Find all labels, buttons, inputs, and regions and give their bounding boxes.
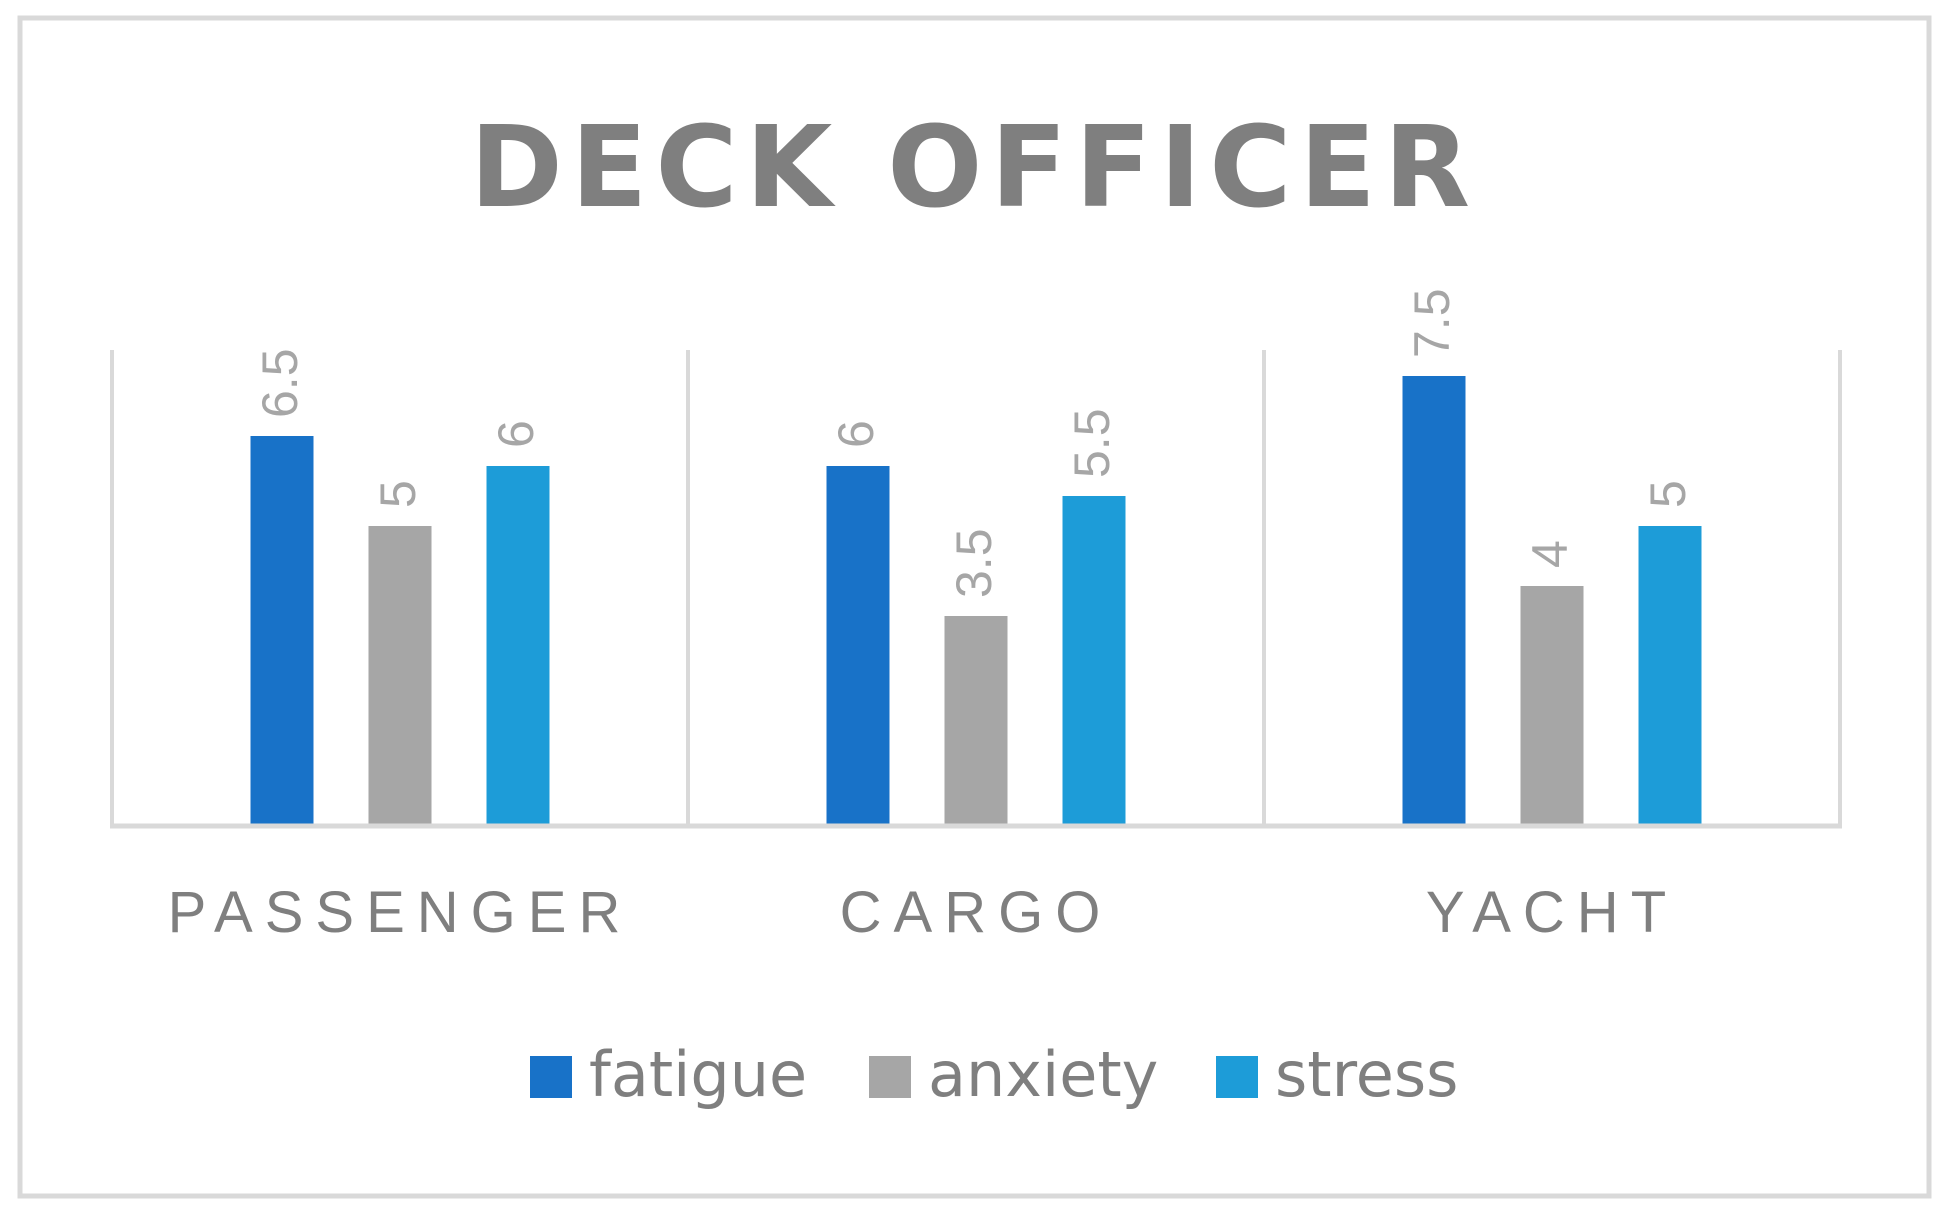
category-label-passenger: PASSENGER	[168, 880, 633, 945]
bar-anxiety-cargo	[944, 616, 1008, 826]
bar-fatigue-yacht	[1402, 376, 1466, 826]
data-label-fatigue-cargo: 6	[828, 420, 884, 448]
category-label-yacht: YACHT	[1426, 880, 1678, 945]
category-label-cargo: CARGO	[840, 880, 1113, 945]
legend: fatigue anxiety stress	[530, 1038, 1459, 1111]
bar-anxiety-yacht	[1520, 586, 1584, 826]
data-label-fatigue-yacht: 7.5	[1404, 288, 1460, 358]
bar-stress-cargo	[1062, 496, 1126, 826]
bar-fatigue-passenger	[250, 436, 314, 826]
chart-title: DECK OFFICER	[470, 103, 1478, 233]
plot-area: 6.5 5 6 PASSENGER 6 3.5 5.5 CARGO 7.5 4 5 YACHT	[110, 288, 1842, 945]
data-label-anxiety-cargo: 3.5	[946, 528, 1002, 598]
legend-swatch-stress	[1216, 1056, 1258, 1098]
bar-stress-yacht	[1638, 526, 1702, 826]
legend-label-stress: stress	[1275, 1038, 1459, 1111]
legend-label-fatigue: fatigue	[589, 1038, 807, 1111]
bar-fatigue-cargo	[826, 466, 890, 826]
data-label-stress-yacht: 5	[1640, 480, 1696, 508]
legend-swatch-anxiety	[869, 1056, 911, 1098]
data-label-fatigue-passenger: 6.5	[252, 348, 308, 418]
legend-swatch-fatigue	[530, 1056, 572, 1098]
data-label-stress-passenger: 6	[488, 420, 544, 448]
chart-frame	[17, 15, 1932, 1199]
data-label-stress-cargo: 5.5	[1064, 408, 1120, 478]
bar-stress-passenger	[486, 466, 550, 826]
data-label-anxiety-yacht: 4	[1522, 540, 1578, 568]
legend-label-anxiety: anxiety	[928, 1038, 1158, 1111]
data-label-anxiety-passenger: 5	[370, 480, 426, 508]
bar-anxiety-passenger	[368, 526, 432, 826]
